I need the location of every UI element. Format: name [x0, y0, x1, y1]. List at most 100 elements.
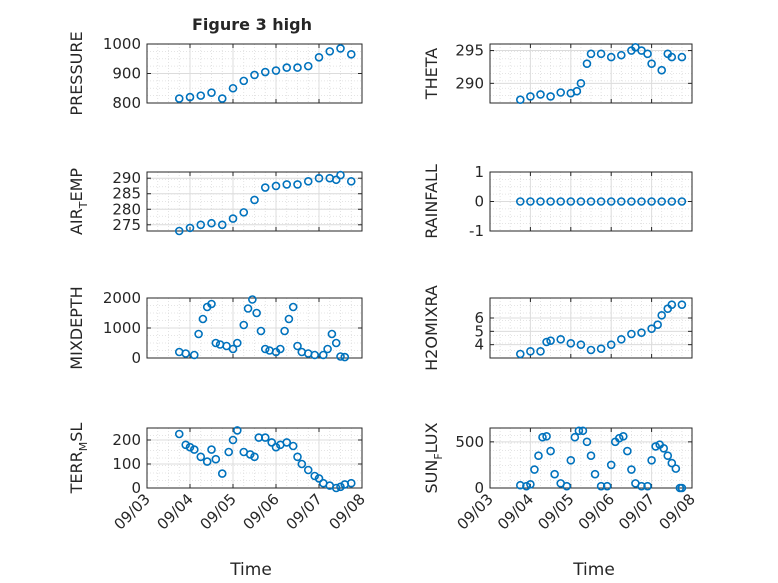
data-point — [271, 66, 281, 75]
data-point — [185, 442, 195, 452]
data-point — [526, 480, 535, 489]
data-point — [181, 349, 190, 358]
data-point — [667, 300, 677, 309]
data-point — [538, 432, 547, 442]
data-point — [596, 197, 606, 206]
y-tick-label: 5 — [474, 322, 484, 340]
data-point — [198, 314, 208, 324]
data-point — [271, 181, 281, 191]
y-tick-label: 200 — [112, 431, 141, 449]
data-point — [596, 49, 606, 59]
subplot-sun-flux: 050009/0309/0409/0509/0609/0709/08SUNFLU… — [422, 422, 699, 533]
data-point — [190, 350, 199, 360]
data-point — [542, 432, 551, 441]
y-tick-label: -1 — [469, 222, 484, 240]
y-axis-label: SUNFLUX — [422, 422, 445, 493]
data-point — [336, 44, 345, 53]
data-point — [346, 50, 356, 59]
data-point — [224, 447, 233, 457]
x-tick-label: 09/07 — [615, 490, 658, 533]
data-point — [207, 299, 216, 309]
y-tick-label: 290 — [455, 74, 484, 92]
data-point — [556, 88, 566, 97]
data-point — [566, 456, 576, 465]
x-tick-label: 09/05 — [197, 490, 240, 533]
subplot-mixdepth: 0 1000 2000 MIXDEPTH — [67, 286, 363, 370]
data-point — [217, 94, 227, 103]
y-tick-label: 4 — [474, 336, 484, 354]
data-point — [566, 339, 576, 348]
y-tick-label: 1000 — [103, 35, 141, 53]
data-point — [303, 61, 313, 71]
data-point — [657, 65, 667, 75]
data-point — [643, 49, 652, 59]
data-point — [250, 70, 259, 80]
data-point — [310, 471, 320, 481]
data-point — [284, 314, 294, 324]
data-point — [574, 426, 584, 436]
data-point — [546, 92, 555, 101]
data-point — [217, 469, 227, 478]
data-point — [228, 435, 238, 445]
data-point — [267, 438, 277, 447]
data-point — [515, 197, 525, 206]
y-axis-label: AIRTEMP — [67, 168, 90, 235]
y-tick-label: 0 — [474, 479, 484, 497]
data-point — [196, 452, 206, 462]
data-point — [596, 344, 606, 353]
data-point — [526, 92, 535, 101]
data-point — [550, 469, 559, 479]
data-point — [196, 91, 206, 100]
data-point — [602, 481, 612, 491]
data-point — [185, 92, 195, 102]
data-point — [606, 52, 616, 62]
data-point — [233, 426, 242, 435]
data-point — [570, 432, 580, 442]
data-point — [515, 480, 525, 490]
data-point — [647, 456, 656, 465]
data-point — [526, 347, 535, 356]
data-point — [346, 177, 356, 186]
data-point — [239, 76, 249, 86]
data-point — [663, 451, 673, 460]
data-point — [260, 344, 270, 354]
data-point — [293, 341, 302, 351]
y-tick-label: 1 — [474, 163, 484, 181]
data-point — [314, 173, 324, 183]
data-point — [318, 350, 328, 360]
data-point — [207, 88, 216, 97]
data-point — [586, 49, 596, 59]
data-point — [275, 344, 285, 354]
data-point — [627, 465, 636, 474]
data-point — [566, 197, 576, 206]
data-point — [174, 429, 184, 439]
data-point — [536, 90, 545, 99]
data-point — [647, 324, 656, 333]
data-point — [297, 459, 307, 469]
x-tick-label: 09/08 — [656, 490, 699, 533]
axes-box — [146, 171, 363, 232]
y-tick-label: 2000 — [103, 289, 141, 307]
data-point — [614, 433, 624, 443]
data-point — [260, 183, 270, 192]
x-axis-label-left: Time — [229, 560, 272, 580]
y-axis-label: RAINFALL — [422, 164, 441, 239]
y-axis-label: THETA — [422, 48, 441, 100]
x-tick-label: 09/08 — [326, 490, 369, 533]
data-point — [659, 444, 669, 453]
data-point — [239, 208, 249, 217]
data-point — [260, 67, 270, 77]
data-point — [282, 438, 292, 447]
data-point — [596, 481, 606, 491]
data-point — [657, 311, 667, 320]
data-point — [228, 83, 238, 93]
data-point — [196, 220, 206, 230]
data-point — [651, 442, 660, 451]
data-point — [562, 481, 572, 491]
x-axis-label-right: Time — [572, 560, 615, 580]
data-point — [515, 95, 525, 105]
x-tick-label: 09/05 — [534, 490, 577, 533]
